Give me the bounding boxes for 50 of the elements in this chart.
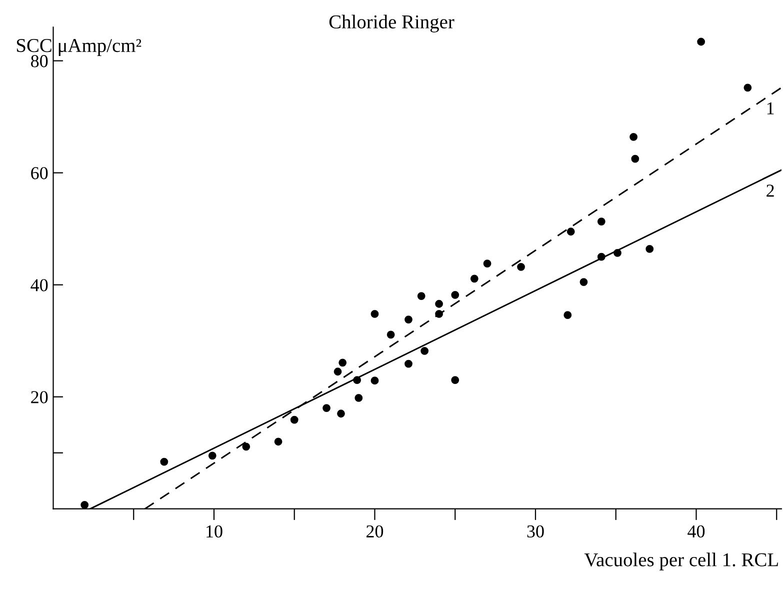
y-tick-label: 20: [31, 391, 48, 404]
point: [566, 228, 575, 236]
point: [614, 248, 622, 257]
y-tick-label: 60: [31, 167, 48, 180]
point: [631, 154, 640, 163]
point: [420, 346, 429, 355]
point: [483, 260, 492, 268]
point: [451, 290, 460, 299]
point: [322, 404, 330, 412]
chart-title: Chloride Ringer: [329, 14, 454, 32]
point: [597, 252, 606, 261]
x-tick-label: 40: [688, 525, 705, 538]
point: [290, 416, 298, 424]
series-label: 1: [767, 102, 774, 114]
point: [564, 311, 572, 320]
series-label: 2: [766, 184, 774, 197]
point: [337, 410, 345, 418]
point: [580, 278, 588, 286]
point: [274, 438, 282, 446]
point: [208, 452, 216, 460]
point: [435, 300, 443, 308]
x-tick-label: 30: [527, 525, 544, 538]
point: [242, 442, 250, 451]
point: [370, 376, 379, 385]
point: [338, 358, 347, 367]
point: [404, 316, 412, 324]
point: [744, 84, 752, 92]
point: [417, 292, 426, 300]
y-axis-title: SCC μAmp/cm²: [16, 39, 142, 56]
point: [353, 376, 362, 384]
point: [334, 368, 342, 376]
point: [370, 310, 379, 318]
point: [517, 262, 525, 271]
x-axis-title: Vacuoles per cell 1. RCL: [584, 552, 778, 570]
point: [646, 245, 654, 253]
point: [386, 330, 395, 339]
point: [160, 458, 168, 466]
point: [80, 500, 89, 509]
point: [630, 133, 638, 141]
point: [404, 360, 412, 368]
x-tick-label: 10: [206, 525, 222, 538]
point: [354, 394, 363, 402]
y-tick-label: 80: [31, 55, 48, 68]
point: [451, 376, 460, 384]
y-tick-label: 40: [30, 279, 48, 292]
x-tick-label: 20: [366, 525, 384, 538]
point: [435, 310, 443, 318]
point: [697, 38, 706, 46]
point: [597, 218, 606, 226]
point: [470, 274, 478, 283]
